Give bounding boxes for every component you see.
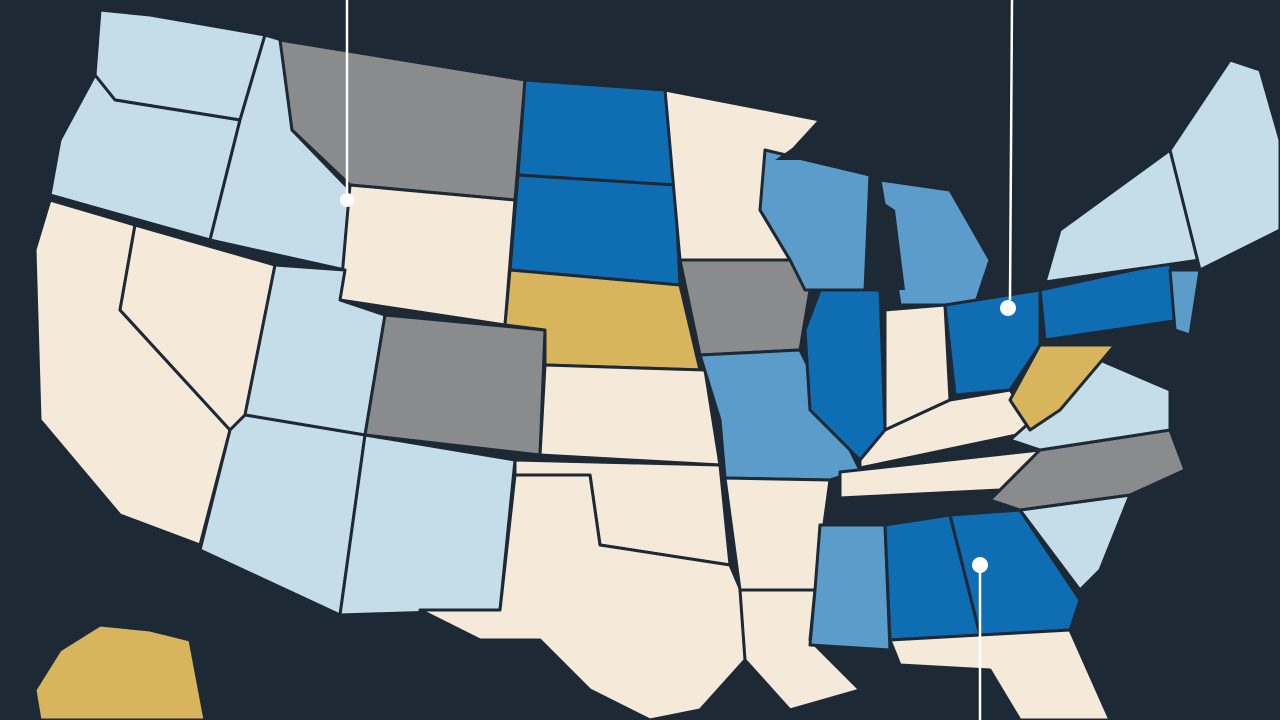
pin-dot bbox=[1000, 300, 1016, 316]
pins bbox=[340, 0, 1016, 720]
state-sd bbox=[508, 173, 682, 287]
state-ia bbox=[678, 258, 812, 357]
state-nd bbox=[516, 78, 677, 187]
state-wv bbox=[1008, 343, 1117, 432]
state-ks bbox=[538, 363, 722, 467]
pin-dot bbox=[972, 557, 988, 573]
lake-superior bbox=[775, 115, 880, 160]
state-wy bbox=[338, 183, 517, 327]
state-wi bbox=[758, 148, 872, 292]
state-nj bbox=[1168, 268, 1202, 337]
state-ms bbox=[808, 523, 892, 652]
state-ar bbox=[723, 476, 832, 592]
states bbox=[33, 8, 1280, 720]
state-oh bbox=[943, 288, 1042, 397]
state-fl bbox=[888, 628, 1112, 720]
state-az bbox=[198, 413, 367, 617]
pin-dot bbox=[340, 193, 354, 207]
lake-michigan bbox=[872, 200, 905, 290]
state-tx bbox=[418, 473, 747, 720]
state-new-england bbox=[1168, 58, 1280, 272]
state-ak bbox=[33, 623, 207, 720]
state-ga bbox=[948, 508, 1082, 637]
state-co bbox=[363, 313, 547, 457]
pin-line bbox=[1008, 0, 1014, 301]
lakes bbox=[775, 115, 905, 290]
state-ky bbox=[858, 388, 1042, 470]
state-nm bbox=[338, 433, 517, 617]
